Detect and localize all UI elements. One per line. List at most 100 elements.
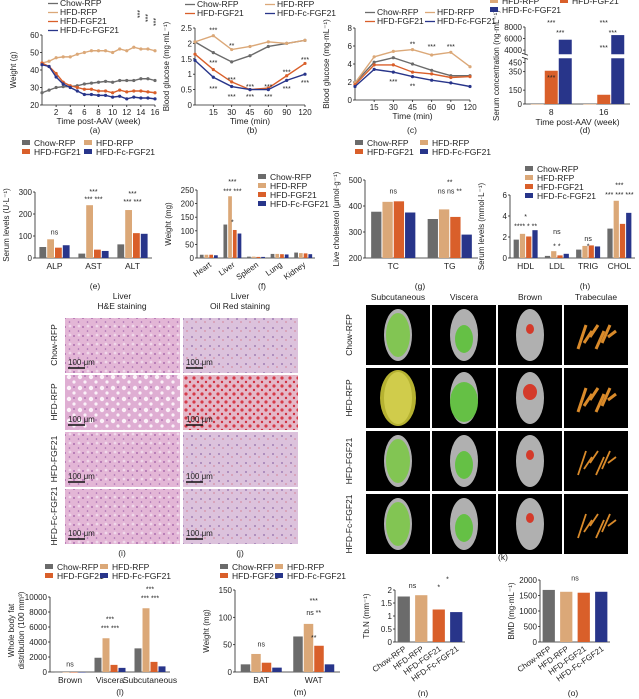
trabeculae-render: [589, 513, 599, 527]
x-tick-label: 30: [227, 108, 236, 117]
oil-red-stain-image: [183, 432, 298, 487]
significance-mark: ns: [553, 229, 561, 236]
y-tick-label: 250: [181, 186, 195, 195]
scale-bar-label: 100 μm: [68, 472, 95, 481]
data-point: [230, 84, 234, 89]
legend-swatch: [525, 166, 533, 171]
bar: [526, 236, 532, 258]
data-point: [82, 50, 86, 55]
bar: [39, 247, 47, 258]
significance-mark: ***: [447, 44, 455, 51]
data-point: [285, 74, 289, 78]
significance-mark: *** ***: [84, 197, 103, 204]
y-tick-label: 0: [190, 254, 195, 263]
significance-mark: ***: [146, 587, 154, 594]
legend-l: Chow-RFP HFD-RFP HFD-FGF21 HFD-Fc-FGF21: [45, 562, 171, 581]
bar: [588, 245, 594, 258]
significance-mark: ***: [228, 179, 236, 186]
legend-swatch: [420, 149, 428, 154]
significance-mark: ns: [66, 662, 74, 669]
bar: [324, 664, 335, 672]
data-point: [125, 49, 129, 53]
x-tick-label: 60: [264, 108, 273, 117]
x-tick-label: TG: [444, 261, 456, 271]
y-tick-label: 4000: [29, 638, 47, 647]
x-tick-label: 90: [282, 108, 291, 117]
x-tick-label: 15: [370, 103, 379, 112]
y-tick-label: 150: [509, 86, 523, 95]
significance-mark: **: [311, 635, 317, 642]
data-point: [82, 82, 86, 86]
data-point: [96, 89, 101, 93]
data-point: [61, 82, 65, 86]
scale-bar-label: 100 μm: [186, 529, 213, 538]
significance-mark: *** ***: [101, 626, 120, 633]
ct-image: [564, 431, 628, 491]
chart-b: 0 0.5 1 1.5 2 2.5 Blood glucose (mg·mL⁻¹) 15 30 4…: [162, 21, 312, 126]
data-point: [449, 50, 453, 54]
y-axis-label: Live cholesterol (μmol·g⁻¹): [332, 171, 341, 266]
legend-label: HFD-Fc-FGF21: [270, 199, 329, 209]
panel-label-h: (h): [580, 281, 591, 291]
data-point: [153, 78, 157, 83]
data-point: [61, 85, 65, 89]
significance-mark: ***: [283, 86, 291, 93]
bar: [261, 256, 265, 258]
legend-swatch: [220, 573, 228, 578]
x-axis-label: Time (min): [392, 111, 432, 121]
y-tick-label: 300: [349, 228, 363, 237]
y-tick-label: 0: [348, 96, 353, 105]
x-tick-label: Brown: [58, 675, 82, 685]
oil-red-stain-image: [183, 318, 298, 373]
y-tick-label: 2: [503, 233, 508, 242]
y-tick-label: 150: [181, 213, 195, 222]
trabeculae-render: [577, 450, 587, 476]
bar: [62, 672, 70, 673]
bar: [209, 254, 214, 258]
bar: [576, 249, 582, 258]
significance-mark: ***: [209, 28, 217, 35]
significance-mark: ***: [389, 79, 397, 86]
bar: [308, 254, 313, 258]
data-point: [47, 64, 51, 69]
y-tick-label: 50: [30, 49, 39, 58]
significance-mark: ns: [51, 230, 59, 237]
y-axis-label: Whole body fatdistribution (100 mm³): [7, 591, 26, 669]
data-point: [111, 50, 115, 55]
trabeculae-render: [607, 392, 617, 402]
y-tick-label: 500: [524, 623, 538, 632]
x-tick-label: 16: [151, 108, 160, 117]
x-tick-label: Lung: [264, 260, 284, 278]
bar: [613, 200, 619, 258]
skeleton-render: [516, 309, 544, 361]
data-point: [266, 40, 270, 44]
significance-mark: ***: [556, 30, 564, 37]
x-tick-label: 45: [246, 108, 255, 117]
legend-label: HFD-RFP: [277, 0, 315, 9]
bar: [101, 250, 109, 258]
legend-swatch: [525, 193, 533, 198]
legend-label: HFD-Fc-FGF21: [277, 8, 336, 18]
bar: [560, 591, 573, 642]
significance-mark: ***: [301, 57, 309, 64]
x-tick-label: Subcutaneous: [123, 675, 177, 685]
fat-render: [455, 451, 473, 479]
y-tick-label: 40: [30, 66, 39, 75]
legend-swatch: [84, 149, 92, 154]
y-tick-label: 2.5: [181, 24, 193, 33]
chart-g: 200 300 400 500 Live cholesterol (μmol·g⁻¹) T…: [332, 171, 478, 271]
significance-mark: ***: [246, 94, 254, 101]
data-point: [132, 89, 136, 93]
bar: [214, 255, 218, 258]
bar: [125, 210, 132, 258]
bar: [314, 645, 324, 672]
column-title: Trabeculae: [575, 292, 617, 302]
bar: [438, 209, 450, 258]
data-point: [211, 51, 215, 55]
y-tick-label: 1000: [519, 607, 537, 616]
data-point: [410, 48, 415, 52]
bar: [102, 638, 110, 672]
bar: [382, 201, 393, 258]
ct-image: [564, 305, 628, 365]
